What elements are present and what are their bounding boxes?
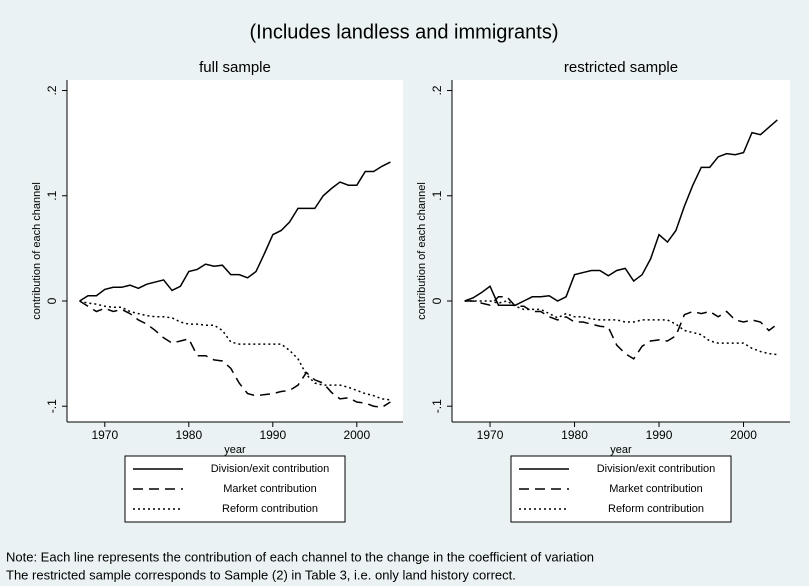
y-tick-label: .2 — [430, 85, 444, 95]
x-tick-label: 2000 — [343, 428, 370, 442]
note-line: The restricted sample corresponds to Sam… — [6, 567, 516, 582]
plot-area — [452, 80, 790, 422]
y-axis-label: contribution of each channel — [416, 182, 428, 320]
y-tick-label: 0 — [430, 297, 444, 304]
series-line — [79, 300, 391, 401]
x-tick-label: 2000 — [730, 428, 757, 442]
x-tick-label: 1980 — [175, 428, 202, 442]
note-line: Note: Each line represents the contribut… — [6, 549, 594, 564]
legend-label: Division/exit contribution — [211, 463, 330, 475]
y-tick-label: .2 — [45, 85, 59, 95]
y-tick-label: -.1 — [45, 399, 59, 413]
legend-label: Market contribution — [223, 483, 317, 495]
x-tick-label: 1970 — [91, 428, 118, 442]
page-title: (Includes landless and immigrants) — [249, 21, 558, 43]
legend — [510, 455, 732, 523]
chart-title: full sample — [199, 59, 271, 76]
legend-label: Market contribution — [609, 483, 703, 495]
series-line — [79, 300, 391, 409]
x-tick-label: 1970 — [477, 428, 504, 442]
legend — [124, 455, 346, 523]
chart-title: restricted sample — [564, 59, 678, 76]
plot-area — [67, 80, 403, 422]
x-tick-label: 1990 — [259, 428, 286, 442]
x-tick-label: 1980 — [561, 428, 588, 442]
series-line — [464, 119, 778, 306]
y-tick-label: 0 — [45, 297, 59, 304]
legend-label: Division/exit contribution — [597, 463, 716, 475]
y-tick-label: -.1 — [430, 399, 444, 413]
series-line — [79, 161, 391, 302]
x-axis-label: year — [610, 444, 632, 456]
y-tick-label: .1 — [45, 190, 59, 200]
legend-label: Reform contribution — [608, 503, 704, 515]
x-axis-label: year — [224, 444, 246, 456]
y-tick-label: .1 — [430, 190, 444, 200]
y-axis-label: contribution of each channel — [31, 182, 43, 320]
x-tick-label: 1990 — [646, 428, 673, 442]
series-line — [464, 296, 778, 360]
legend-label: Reform contribution — [222, 503, 318, 515]
